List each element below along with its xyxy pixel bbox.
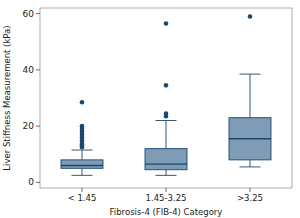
chart: 0 20 40 60 < 1.45 1.45-3.25 >3.25 Fibrosis-4 (F… xyxy=(0,0,300,218)
y-tick-label: 60 xyxy=(23,9,35,19)
whisker-high xyxy=(250,74,251,118)
whisker-high-cap xyxy=(156,120,177,121)
y-tick xyxy=(36,126,40,127)
outlier xyxy=(80,100,85,105)
whisker-high xyxy=(166,121,167,149)
whisker-high xyxy=(82,150,83,160)
x-tick xyxy=(250,188,251,192)
whisker-high-cap xyxy=(72,150,93,151)
outlier xyxy=(80,124,85,129)
outlier xyxy=(164,83,169,88)
x-tick xyxy=(82,188,83,192)
whisker-low-cap xyxy=(156,175,177,176)
outlier xyxy=(248,14,253,19)
y-tick-label: 40 xyxy=(23,65,35,75)
whisker-low xyxy=(82,168,83,175)
y-tick xyxy=(36,182,40,183)
y-tick-label: 20 xyxy=(23,121,35,131)
whisker-low xyxy=(250,160,251,167)
outlier xyxy=(164,21,169,26)
median xyxy=(229,138,271,139)
x-axis-title: Fibrosis-4 (FIB-4) Category xyxy=(110,207,223,217)
y-tick xyxy=(36,69,40,70)
boxes xyxy=(61,14,271,175)
whisker-high-cap xyxy=(240,74,261,75)
x-tick-label: 1.45-3.25 xyxy=(146,193,187,203)
whisker-low-cap xyxy=(72,175,93,176)
x-tick-label: < 1.45 xyxy=(68,193,97,203)
y-tick xyxy=(36,13,40,14)
median xyxy=(145,163,187,164)
box xyxy=(145,149,187,170)
plot-frame xyxy=(40,8,292,188)
whisker-low xyxy=(166,170,167,176)
box xyxy=(61,160,103,168)
y-axis-title: Liver Stiffness Measurement (kPa) xyxy=(2,25,12,170)
box xyxy=(229,118,271,160)
x-tick-label: >3.25 xyxy=(237,193,263,203)
outlier xyxy=(164,111,169,116)
whisker-low-cap xyxy=(240,166,261,167)
x-tick xyxy=(166,188,167,192)
median xyxy=(61,165,103,166)
y-tick-label: 0 xyxy=(28,177,34,187)
